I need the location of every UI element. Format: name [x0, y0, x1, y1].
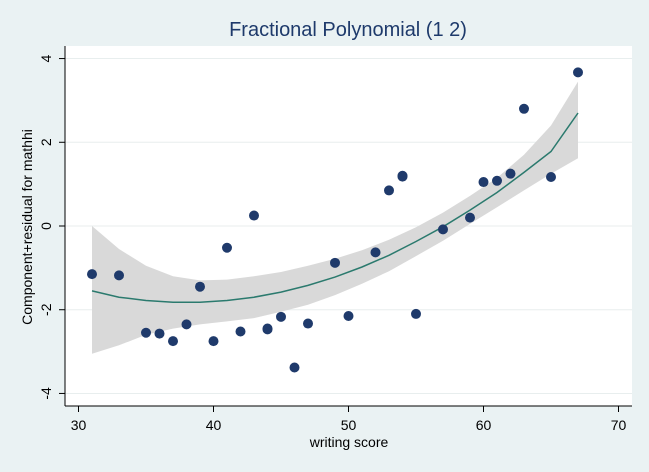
x-tick-label: 30: [71, 417, 87, 433]
y-tick-label: 2: [38, 138, 54, 146]
data-point: [438, 224, 448, 235]
y-axis-title: Component+residual for mathhi: [19, 129, 35, 325]
data-point: [114, 270, 124, 281]
data-point: [168, 336, 178, 347]
data-point: [276, 311, 286, 322]
data-point: [397, 171, 408, 182]
data-point: [505, 168, 516, 179]
data-point: [141, 327, 151, 338]
data-point: [195, 281, 205, 292]
data-point: [492, 175, 502, 186]
chart-title: Fractional Polynomial (1 2): [229, 19, 467, 41]
data-point: [208, 336, 219, 347]
x-tick-label: 50: [341, 417, 357, 433]
data-point: [87, 269, 97, 280]
data-point: [303, 318, 313, 329]
data-point: [384, 185, 394, 196]
x-axis-ticks: 30 40 50 60 70: [71, 406, 627, 433]
y-tick-label: 0: [38, 222, 54, 230]
data-point: [573, 67, 583, 78]
x-tick-label: 60: [476, 417, 492, 433]
data-point: [262, 324, 273, 335]
data-point: [249, 210, 259, 221]
data-point: [546, 172, 556, 183]
fit-line: [91, 112, 579, 303]
data-point: [181, 319, 192, 330]
data-point: [330, 257, 340, 268]
data-point: [235, 326, 246, 337]
data-point: [519, 103, 529, 114]
x-tick-label: 40: [206, 417, 222, 433]
data-points: [87, 67, 583, 373]
data-point: [370, 247, 381, 258]
y-axis-ticks: -4 -2 0 2 4: [38, 54, 65, 400]
x-axis-title: writing score: [309, 434, 389, 450]
data-point: [289, 362, 300, 373]
data-point: [411, 308, 421, 319]
data-point: [154, 328, 165, 339]
x-tick-label: 70: [611, 417, 627, 433]
y-tick-label: 4: [38, 54, 54, 62]
confidence-band: [92, 81, 578, 354]
data-point: [343, 311, 354, 321]
data-point: [222, 242, 232, 253]
y-tick-label: -2: [38, 303, 54, 316]
data-point: [465, 212, 475, 223]
y-tick-label: -4: [38, 387, 54, 400]
data-point: [478, 177, 489, 188]
